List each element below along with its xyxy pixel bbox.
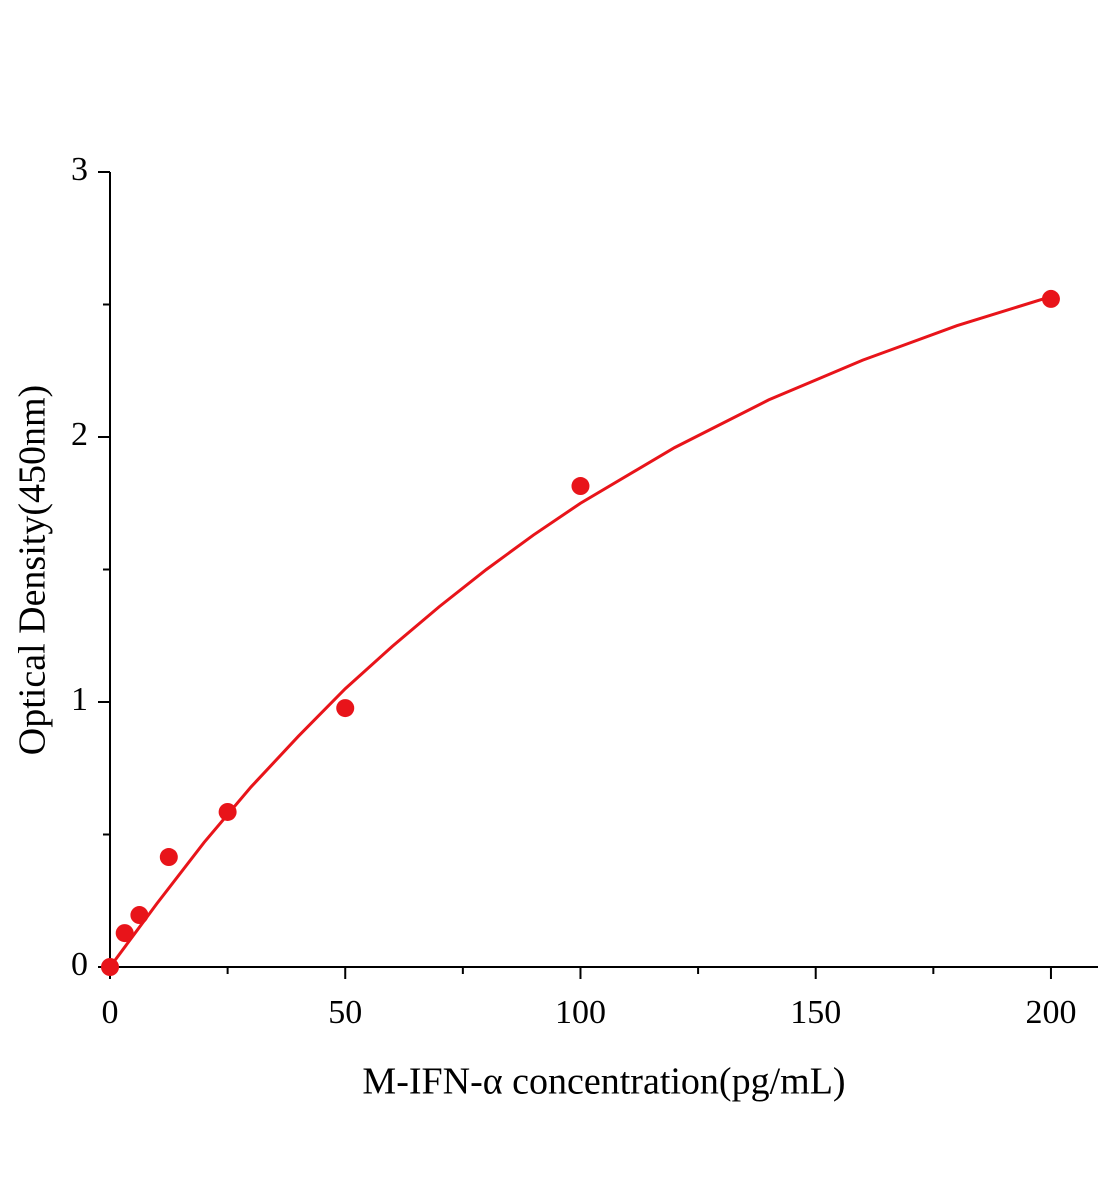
y-tick-label: 1	[71, 681, 88, 718]
y-tick-label: 0	[71, 946, 88, 983]
x-tick-label: 100	[555, 994, 606, 1031]
data-point	[115, 924, 134, 943]
y-axis-title: Optical Density(450nm)	[12, 385, 54, 755]
data-point	[130, 906, 149, 925]
data-point	[159, 848, 178, 867]
data-point	[1041, 289, 1060, 308]
x-tick-label: 0	[102, 994, 119, 1031]
x-tick-label: 50	[328, 994, 362, 1031]
fit-curve	[108, 295, 1052, 968]
y-tick-label: 2	[71, 416, 88, 453]
data-point	[218, 802, 237, 821]
x-tick-label: 200	[1025, 994, 1076, 1031]
data-point	[101, 958, 119, 976]
y-tick-label: 3	[71, 151, 88, 188]
x-axis-title: M-IFN-α concentration(pg/mL)	[362, 1061, 845, 1103]
x-tick-label: 150	[790, 994, 841, 1031]
data-point	[336, 699, 355, 718]
data-point	[571, 477, 590, 496]
